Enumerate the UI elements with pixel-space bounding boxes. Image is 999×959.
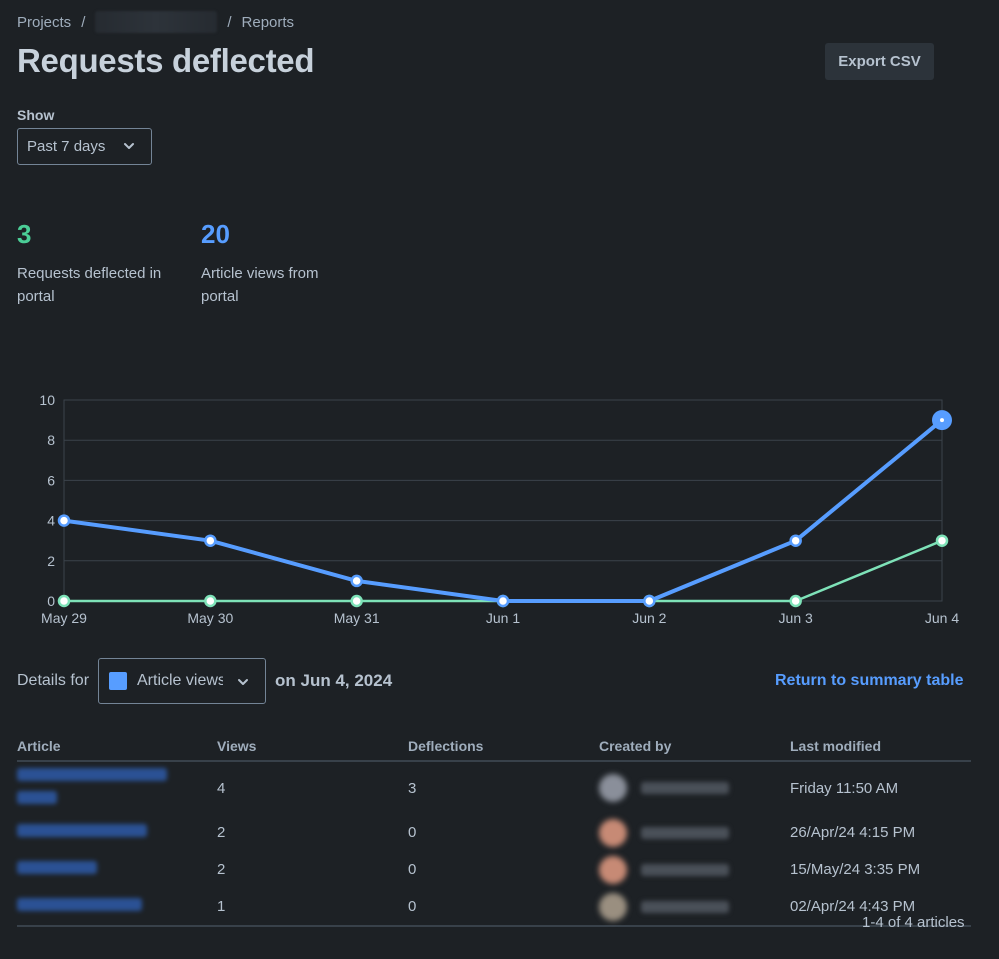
y-tick-label: 6 [47, 472, 55, 488]
y-tick-label: 0 [47, 593, 55, 609]
details-date-label: on Jun 4, 2024 [275, 671, 393, 690]
chevron-down-icon [238, 679, 248, 685]
article-link[interactable] [17, 768, 217, 808]
table-row: 1 0 02/Apr/24 4:43 PM [17, 888, 971, 925]
x-tick-label: Jun 3 [779, 610, 813, 626]
deflections-cell: 0 [408, 824, 417, 841]
data-point [496, 594, 510, 608]
header-deflections[interactable]: Deflections [408, 738, 484, 754]
views-cell: 1 [217, 898, 226, 915]
x-tick-label: May 30 [187, 610, 233, 626]
deflections-cell: 0 [408, 861, 417, 878]
export-csv-button[interactable]: Export CSV [825, 43, 934, 80]
avatar [599, 774, 627, 802]
x-tick-label: May 29 [41, 610, 87, 626]
header-views[interactable]: Views [217, 738, 257, 754]
x-tick-label: Jun 4 [925, 610, 959, 626]
breadcrumb-separator: / [81, 13, 86, 31]
created-by-cell [599, 818, 790, 847]
data-point [57, 594, 71, 608]
y-tick-label: 8 [47, 432, 55, 448]
breadcrumb-projects-link[interactable]: Projects [17, 13, 72, 31]
author-name [641, 900, 729, 913]
last-modified-cell: 15/May/24 3:35 PM [790, 861, 921, 878]
table-bottom-border [17, 925, 971, 927]
views-cell: 2 [217, 824, 226, 841]
author-name [641, 782, 729, 794]
series-color-swatch [109, 672, 127, 690]
views-cell: 2 [217, 861, 226, 878]
last-modified-cell: Friday 11:50 AM [790, 779, 899, 797]
x-tick-label: Jun 2 [632, 610, 666, 626]
created-by-cell [599, 892, 790, 921]
created-by-cell [599, 774, 790, 802]
pagination-summary: 1-4 of 4 articles [862, 914, 965, 931]
breadcrumb-project-link[interactable] [95, 11, 218, 33]
avatar [599, 892, 627, 921]
metric-views-label: Article views from portal [201, 265, 319, 305]
data-point [57, 514, 71, 527]
metric-article-views: 20 Article views from portal [201, 219, 351, 308]
table-header-row: Article Views Deflections Created by Las… [17, 738, 971, 762]
deflections-cell: 0 [408, 898, 417, 915]
views-cell: 4 [217, 779, 226, 797]
data-point [204, 594, 217, 608]
data-point [789, 534, 802, 547]
data-point [789, 594, 802, 608]
header-created-by[interactable]: Created by [599, 738, 672, 754]
date-range-value: Past 7 days [27, 138, 106, 155]
article-link[interactable] [17, 824, 217, 841]
plot-frame [63, 399, 943, 602]
highlight-center-dot [940, 418, 944, 423]
y-tick-label: 10 [39, 392, 55, 408]
data-point [350, 594, 363, 608]
breadcrumb-reports-link[interactable]: Reports [241, 13, 295, 31]
date-range-select[interactable]: Past 7 days [17, 128, 152, 165]
metric-requests-deflected: 3 Requests deflected in portal [17, 219, 167, 308]
series-select-value: Article views [137, 672, 223, 689]
article-link[interactable] [17, 861, 217, 878]
metric-deflected-label: Requests deflected in portal [17, 265, 162, 305]
last-modified-cell: 02/Apr/24 4:43 PM [790, 898, 916, 915]
avatar [599, 818, 627, 847]
breadcrumb: Projects / / Reports [17, 11, 294, 33]
series-select[interactable]: Article views [98, 658, 266, 704]
header-article[interactable]: Article [17, 738, 61, 754]
articles-table: Article Views Deflections Created by Las… [17, 738, 971, 927]
data-point [643, 594, 656, 608]
details-for-label: Details for [17, 672, 90, 689]
data-point [935, 534, 949, 547]
article-link[interactable] [17, 898, 217, 915]
chevron-down-icon [124, 143, 134, 149]
line-chart[interactable]: 0 2 4 6 8 10 May 29 May 30 May 31 Jun 1 Jun 2 Jun 3… [0, 385, 999, 635]
data-point [350, 574, 363, 588]
deflections-cell: 3 [408, 779, 417, 797]
breadcrumb-separator: / [227, 13, 232, 31]
y-tick-label: 2 [47, 553, 55, 569]
last-modified-cell: 26/Apr/24 4:15 PM [790, 824, 916, 841]
page-title: Requests deflected [17, 42, 315, 79]
return-to-summary-link[interactable]: Return to summary table [775, 672, 964, 689]
series-line-views [63, 418, 944, 603]
data-point [204, 534, 217, 547]
table-row: 2 0 15/May/24 3:35 PM [17, 851, 971, 888]
x-tick-label: May 31 [334, 610, 380, 626]
avatar [599, 855, 627, 884]
series-line-deflections [64, 539, 943, 603]
header-last-modified[interactable]: Last modified [790, 738, 882, 754]
metric-views-value: 20 [201, 219, 230, 249]
y-tick-label: 4 [47, 513, 55, 529]
author-name [641, 863, 729, 876]
show-label: Show [17, 107, 55, 123]
created-by-cell [599, 855, 790, 884]
table-row: 4 3 Friday 11:50 AM [17, 762, 971, 814]
metric-deflected-value: 3 [17, 219, 32, 249]
x-tick-label: Jun 1 [486, 610, 520, 626]
table-row: 2 0 26/Apr/24 4:15 PM [17, 814, 971, 851]
author-name [641, 826, 729, 839]
